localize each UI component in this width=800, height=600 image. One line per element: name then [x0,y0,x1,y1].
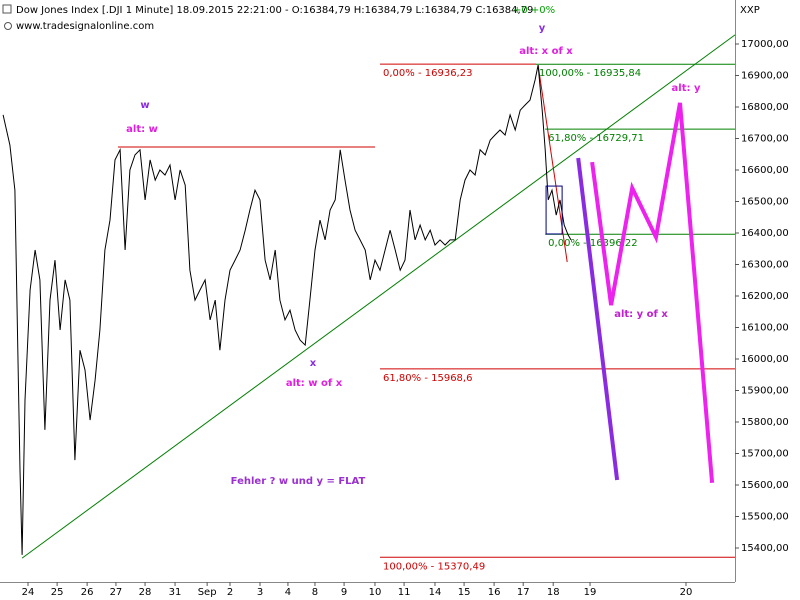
x-tick-label: 9 [341,587,347,598]
annotation: Fehler ? w und y = FLAT [231,476,366,487]
y-tick-label: 16900,00 [741,71,789,82]
y-tick-label: 16700,00 [741,134,789,145]
x-tick-label: 31 [169,587,182,598]
x-tick-label: 4 [285,587,291,598]
x-tick-label: 11 [398,587,411,598]
overlay-line [21,34,736,559]
x-tick-label: 15 [458,587,471,598]
y-tick-label: 16000,00 [741,354,789,365]
x-tick-label: 17 [517,587,530,598]
fib-label: 61,80% - 15968,6 [383,373,472,384]
x-tick-label: 24 [22,587,35,598]
x-tick-label: 19 [584,587,597,598]
y-axis-label: XXP [740,5,760,16]
y-tick-label: 17000,00 [741,39,789,50]
x-tick-label: 10 [369,587,382,598]
price-line [2,65,572,555]
chart-title: Dow Jones Index [.DJI 1 Minute] 18.09.20… [16,5,533,16]
change: +0 +0% [513,5,555,16]
x-tick-label: 27 [110,587,123,598]
x-tick-label: 26 [81,587,94,598]
x-tick-label: 8 [312,587,318,598]
annotation: alt: y [672,83,701,94]
annotation: alt: y of x [614,309,668,320]
y-tick-label: 16800,00 [741,102,789,113]
subtitle: www.tradesignalonline.com [16,21,154,32]
x-tick-label: 16 [488,587,501,598]
box [545,185,563,235]
annotation: x [310,358,317,369]
x-tick-label: 2 [227,587,233,598]
y-tick-label: 15400,00 [741,543,789,554]
y-tick-label: 15900,00 [741,386,789,397]
fib-label: 0,00% - 16936,23 [383,68,472,79]
y-tick-label: 15600,00 [741,480,789,491]
y-tick-label: 16200,00 [741,291,789,302]
fib-label: 61,80% - 16729,71 [548,133,644,144]
fib-label: 100,00% - 16935,84 [539,68,641,79]
annotation: y [539,23,546,34]
annotation: alt: x of x [519,46,573,57]
x-tick-label: 20 [680,587,693,598]
annotation: w [140,100,149,111]
y-tick-label: 15800,00 [741,417,789,428]
icon [4,22,12,30]
fib-label: 0,00% - 16396,22 [548,238,637,249]
fib-label: 100,00% - 15370,49 [383,561,485,572]
x-tick-label: 18 [547,587,560,598]
y-tick-label: 16400,00 [741,228,789,239]
y-tick-label: 16600,00 [741,165,789,176]
overlay-line [590,102,715,483]
overlay-line [576,157,620,481]
y-tick-label: 16300,00 [741,260,789,271]
y-tick-label: 15500,00 [741,512,789,523]
x-tick-label: Sep [198,587,217,598]
icon [2,4,12,14]
y-tick-label: 15700,00 [741,449,789,460]
y-tick-label: 16500,00 [741,197,789,208]
annotation: alt: w [126,124,158,135]
x-tick-label: 28 [139,587,152,598]
annotation: alt: w of x [286,378,343,389]
x-tick-label: 25 [51,587,64,598]
x-tick-label: 3 [257,587,263,598]
y-tick-label: 16100,00 [741,323,789,334]
x-tick-label: 14 [429,587,442,598]
